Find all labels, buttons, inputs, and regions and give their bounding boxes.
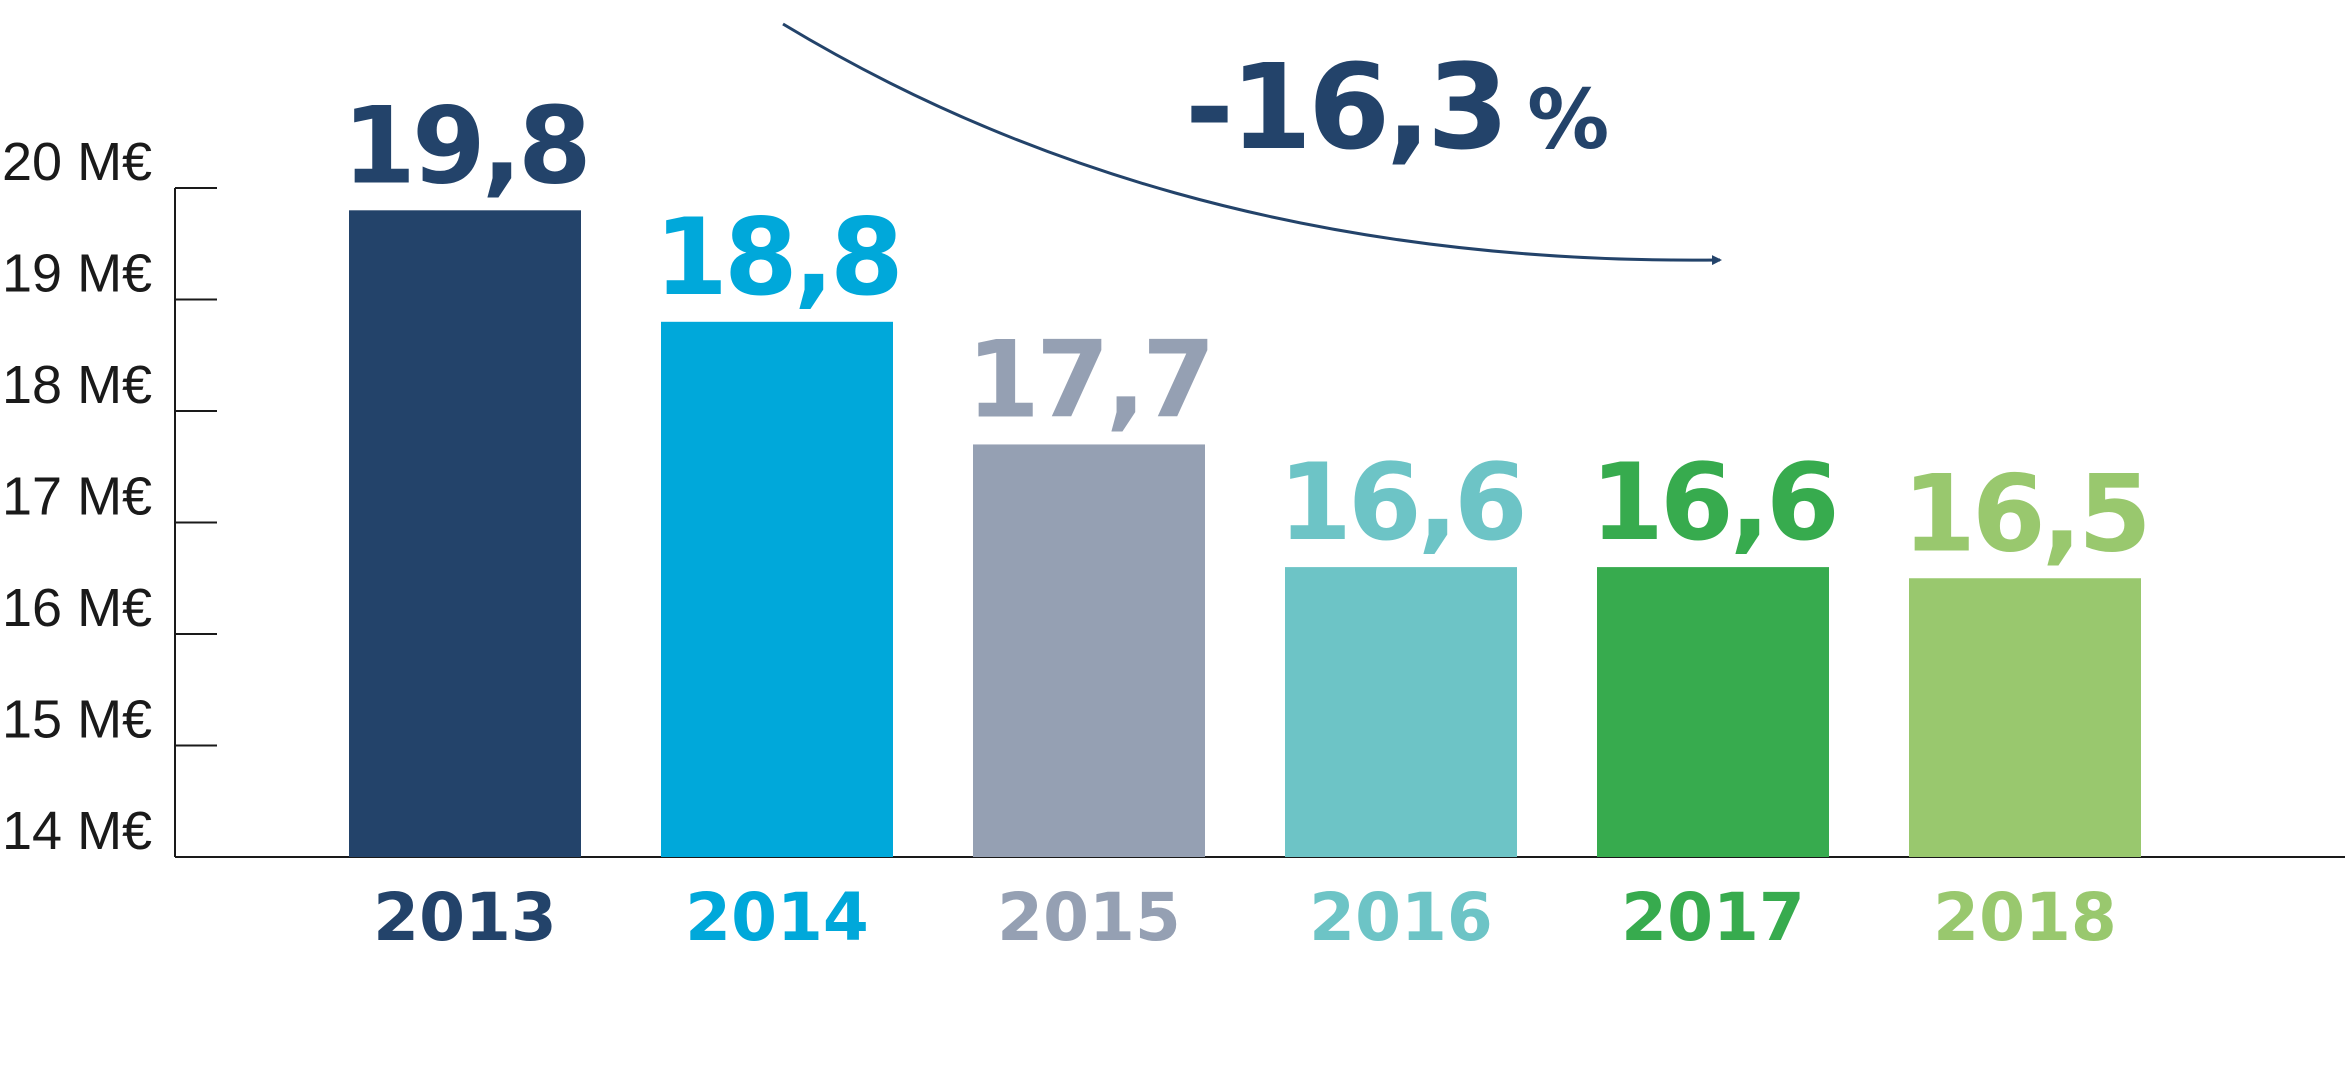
bar-2018 — [1909, 578, 2141, 857]
percent-change-value: -16,3 — [1185, 38, 1505, 176]
value-label-2015: 17,7 — [966, 318, 1212, 441]
bar-2014 — [661, 321, 893, 857]
y-tick-label: 19 M€ — [2, 244, 152, 304]
x-tick-label-2016: 2016 — [1309, 879, 1493, 956]
x-axis-labels: 2013 2014 2015 2016 2017 2018 — [373, 879, 2117, 956]
trend-annotation: -16,3% — [782, 22, 1722, 266]
y-tick-label: 17 M€ — [2, 467, 152, 527]
value-label-2013: 19,8 — [342, 84, 588, 207]
x-tick-label-2014: 2014 — [685, 879, 869, 956]
value-label-2016: 16,6 — [1278, 441, 1524, 564]
y-tick-label: 14 M€ — [2, 801, 152, 861]
value-label-2014: 18,8 — [654, 196, 900, 319]
bar-2015 — [973, 444, 1205, 857]
bar-2013 — [349, 210, 581, 858]
bar-2017 — [1597, 567, 1829, 857]
value-labels: 19,8 18,8 17,7 16,6 16,6 16,5 — [342, 84, 2152, 575]
bars — [349, 210, 2141, 858]
value-label-2018: 16,5 — [1902, 452, 2148, 575]
y-tick-label: 16 M€ — [2, 578, 152, 638]
x-tick-label-2013: 2013 — [373, 879, 557, 956]
x-tick-label-2015: 2015 — [997, 879, 1181, 956]
percent-change-unit: % — [1527, 73, 1609, 168]
x-tick-label-2017: 2017 — [1621, 879, 1805, 956]
value-label-2017: 16,6 — [1590, 441, 1836, 564]
percent-change-label: -16,3% — [1185, 38, 1609, 176]
y-axis: 20 M€ 19 M€ 18 M€ 17 M€ 16 M€ 15 M€ 14 M€ — [2, 132, 2345, 861]
trend-arrow — [782, 22, 1722, 266]
y-tick-label: 18 M€ — [2, 355, 152, 415]
y-tick-label: 15 M€ — [2, 690, 152, 750]
bar-2016 — [1285, 567, 1517, 857]
y-tick-label: 20 M€ — [2, 132, 152, 192]
x-tick-label-2018: 2018 — [1933, 879, 2117, 956]
